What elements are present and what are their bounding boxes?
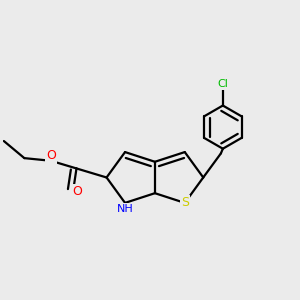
Text: O: O	[72, 185, 82, 198]
Text: Cl: Cl	[218, 79, 228, 89]
Text: NH: NH	[117, 204, 134, 214]
Text: O: O	[46, 149, 56, 162]
Text: S: S	[181, 196, 189, 209]
